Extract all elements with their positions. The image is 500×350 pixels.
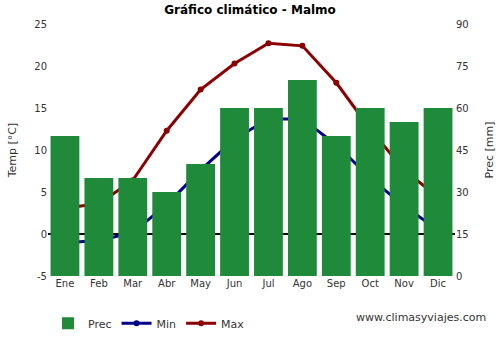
svg-text:Mar: Mar (123, 278, 143, 289)
svg-text:Ene: Ene (56, 278, 75, 289)
svg-text:75: 75 (456, 61, 469, 72)
svg-text:Sep: Sep (327, 278, 346, 289)
svg-text:Nov: Nov (394, 278, 414, 289)
svg-text:May: May (190, 278, 211, 289)
svg-text:0: 0 (41, 229, 47, 240)
svg-text:15: 15 (34, 103, 47, 114)
svg-text:60: 60 (456, 103, 469, 114)
svg-text:Prec: Prec (88, 318, 112, 331)
svg-text:Temp [°C]: Temp [°C] (6, 123, 19, 179)
svg-text:30: 30 (456, 187, 469, 198)
svg-text:Jul: Jul (261, 278, 274, 289)
svg-text:Prec [mm]: Prec [mm] (483, 121, 496, 178)
svg-text:25: 25 (34, 19, 47, 30)
svg-text:Abr: Abr (158, 278, 176, 289)
svg-text:0: 0 (456, 271, 462, 282)
svg-text:Gráfico climático - Malmo: Gráfico climático - Malmo (164, 3, 336, 17)
svg-text:20: 20 (34, 61, 47, 72)
svg-text:45: 45 (456, 145, 469, 156)
svg-text:Min: Min (157, 318, 177, 331)
svg-text:Oct: Oct (362, 278, 379, 289)
svg-text:Ago: Ago (293, 278, 312, 289)
svg-text:90: 90 (456, 19, 469, 30)
svg-text:www.climasyviajes.com: www.climasyviajes.com (356, 311, 486, 324)
svg-text:Max: Max (221, 318, 244, 331)
svg-text:5: 5 (41, 187, 47, 198)
svg-text:15: 15 (456, 229, 469, 240)
svg-text:Dic: Dic (430, 278, 446, 289)
svg-text:-5: -5 (37, 271, 47, 282)
svg-text:Jun: Jun (226, 278, 243, 289)
svg-text:Feb: Feb (90, 278, 108, 289)
svg-text:10: 10 (34, 145, 47, 156)
